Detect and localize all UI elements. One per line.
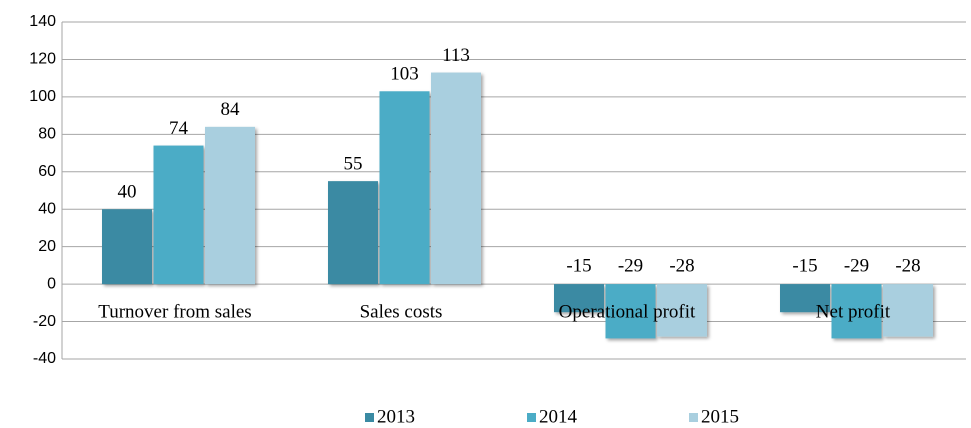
- y-tick-label: 120: [29, 51, 56, 68]
- bar: [605, 284, 656, 339]
- value-label: -28: [669, 255, 694, 276]
- bar: [102, 209, 152, 285]
- y-tick-label: 100: [29, 88, 56, 105]
- y-tick-label: 60: [38, 163, 56, 180]
- x-tick-label: Turnover from sales: [98, 301, 251, 322]
- bar: [431, 72, 481, 285]
- legend-label: 2013: [377, 406, 415, 427]
- bar: [883, 284, 933, 337]
- bar: [554, 284, 604, 313]
- bar: [780, 284, 830, 313]
- y-tick-label: 140: [29, 13, 56, 30]
- legend-swatch: [689, 413, 698, 422]
- value-label: -15: [566, 255, 591, 276]
- x-tick-label: Net profit: [816, 301, 891, 322]
- x-tick-label: Operational profit: [559, 301, 696, 322]
- bar: [153, 145, 204, 285]
- value-label: 55: [344, 153, 363, 174]
- value-label: 74: [169, 118, 189, 139]
- value-label: -28: [895, 255, 920, 276]
- bar: [379, 91, 430, 285]
- y-tick-label: 40: [38, 200, 56, 217]
- bar: [205, 126, 255, 285]
- y-tick-label: -40: [33, 350, 56, 367]
- y-tick-label: 20: [38, 238, 56, 255]
- legend-swatch: [365, 413, 374, 422]
- bar: [328, 181, 378, 285]
- value-label: -29: [844, 255, 869, 276]
- value-label: 84: [221, 99, 241, 120]
- y-tick-label: -20: [33, 313, 56, 330]
- legend-swatch: [527, 413, 536, 422]
- value-label: -29: [618, 255, 643, 276]
- value-label: -15: [792, 255, 817, 276]
- y-tick-label: 0: [47, 275, 56, 292]
- y-tick-label: 80: [38, 126, 56, 143]
- legend-label: 2014: [539, 406, 578, 427]
- value-label: 113: [442, 45, 470, 66]
- legend-label: 2015: [701, 406, 739, 427]
- bar: [657, 284, 707, 337]
- value-label: 103: [390, 64, 419, 85]
- value-label: 40: [118, 182, 137, 203]
- bar: [831, 284, 882, 339]
- x-tick-label: Sales costs: [360, 301, 443, 322]
